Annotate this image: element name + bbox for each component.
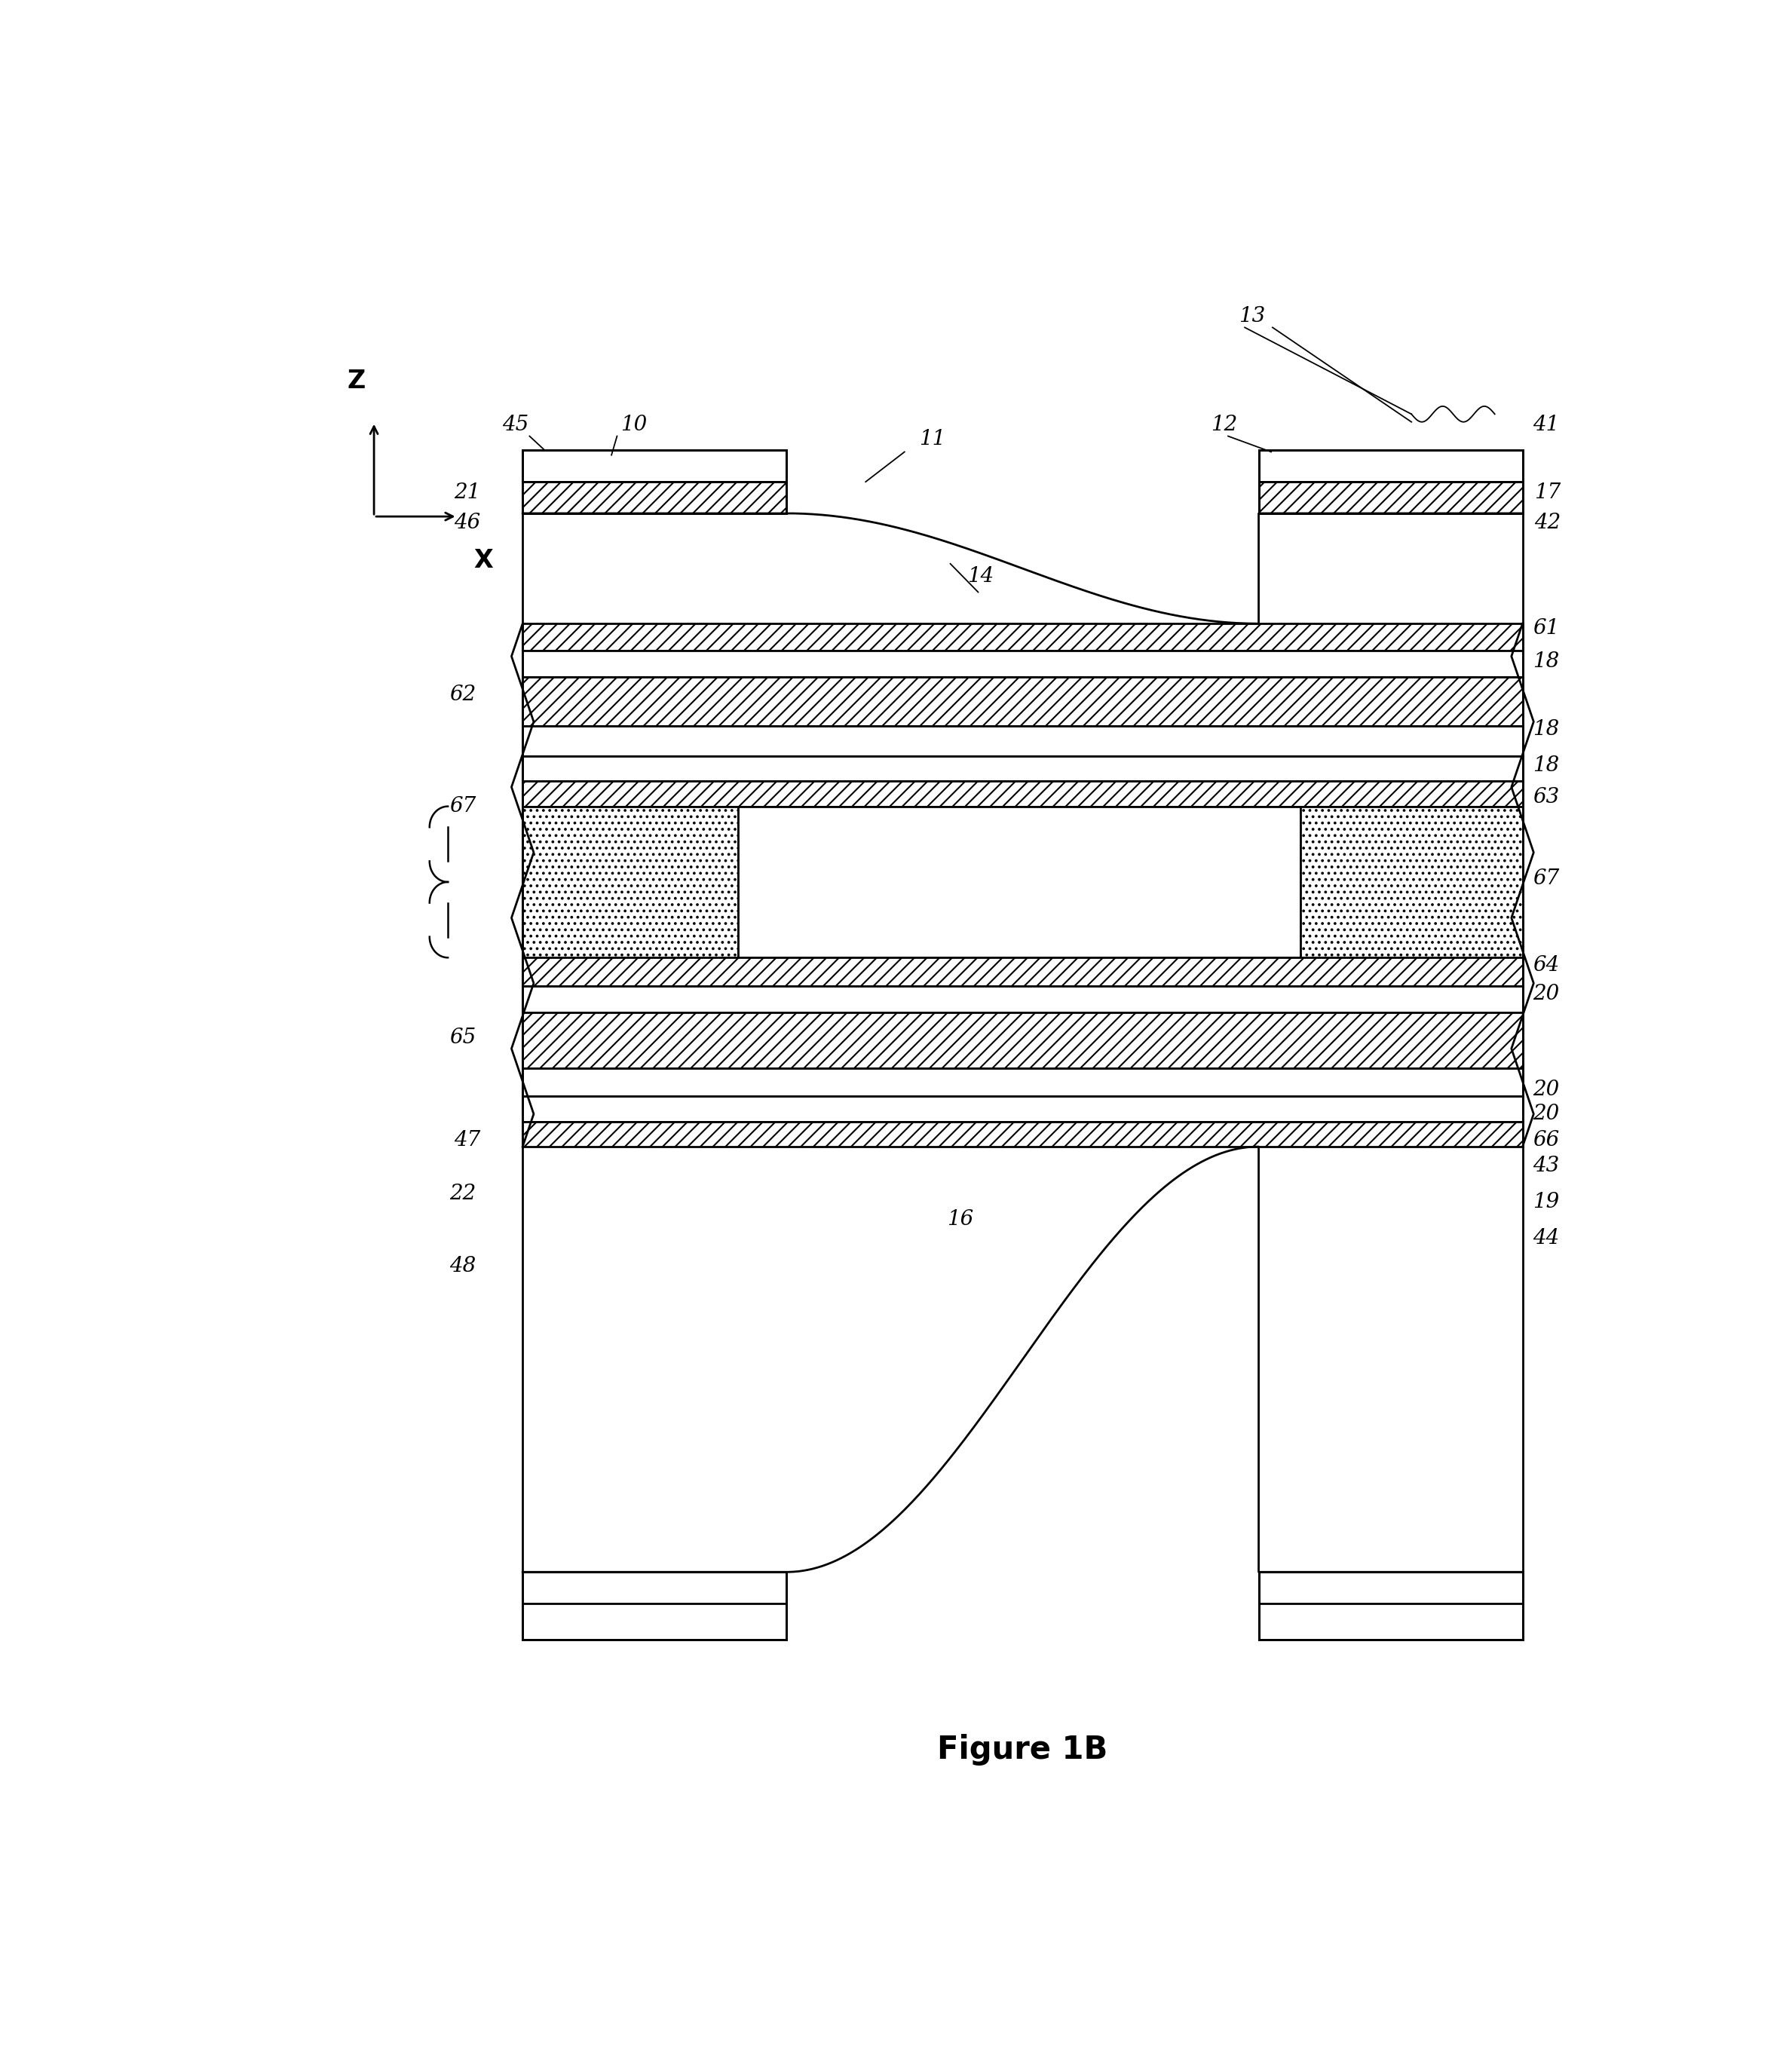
Bar [1258,481,1523,514]
Bar [523,450,787,481]
Text: 64: 64 [1532,955,1559,976]
Bar [523,1571,787,1604]
Bar [523,782,1523,806]
Bar [523,677,1523,726]
Text: 10: 10 [620,415,647,436]
Text: 41: 41 [1532,415,1559,436]
Bar [523,1013,1523,1068]
Bar [523,958,1523,986]
Text: 47: 47 [453,1129,480,1150]
Text: 19: 19 [1532,1191,1559,1211]
Bar [523,1121,1523,1146]
Text: 48: 48 [450,1256,477,1277]
Text: 13: 13 [1238,307,1265,327]
Text: Z: Z [348,368,366,393]
Text: 12: 12 [1211,415,1236,436]
Bar [1301,806,1523,958]
Bar [738,806,1301,958]
Text: 16: 16 [946,1209,973,1230]
Bar [1258,1571,1523,1639]
Text: 45: 45 [502,415,529,436]
Text: 20: 20 [1532,1103,1559,1123]
Bar [523,755,1523,782]
Text: 67: 67 [450,796,477,816]
Text: 61: 61 [1532,618,1559,638]
Bar [523,1097,1523,1121]
Bar [523,806,738,958]
Bar [523,624,1523,651]
Text: 67: 67 [1532,870,1559,890]
Text: 65: 65 [450,1027,477,1048]
Bar [523,651,1523,677]
Text: 18: 18 [1532,718,1559,739]
Text: 43: 43 [1532,1156,1559,1176]
Bar [523,726,1523,755]
Text: 17: 17 [1534,483,1561,503]
Text: 46: 46 [453,514,480,532]
Text: 14: 14 [968,567,995,587]
Text: 18: 18 [1532,651,1559,671]
Text: 42: 42 [1534,514,1561,532]
Text: 20: 20 [1532,984,1559,1005]
Text: 20: 20 [1532,1080,1559,1101]
Text: 21: 21 [453,483,480,503]
Bar [1258,1571,1523,1604]
Bar [523,1571,787,1639]
Text: 18: 18 [1532,755,1559,775]
Bar [523,986,1523,1013]
Text: 66: 66 [1532,1129,1559,1150]
Bar [1258,450,1523,481]
Text: 22: 22 [450,1185,477,1205]
Text: 44: 44 [1532,1228,1559,1248]
Bar [523,481,787,514]
Text: 62: 62 [450,683,477,704]
Text: 63: 63 [1532,788,1559,806]
Text: 11: 11 [919,430,946,450]
Text: X: X [473,548,493,573]
Bar [523,1068,1523,1097]
Text: Figure 1B: Figure 1B [937,1735,1107,1766]
